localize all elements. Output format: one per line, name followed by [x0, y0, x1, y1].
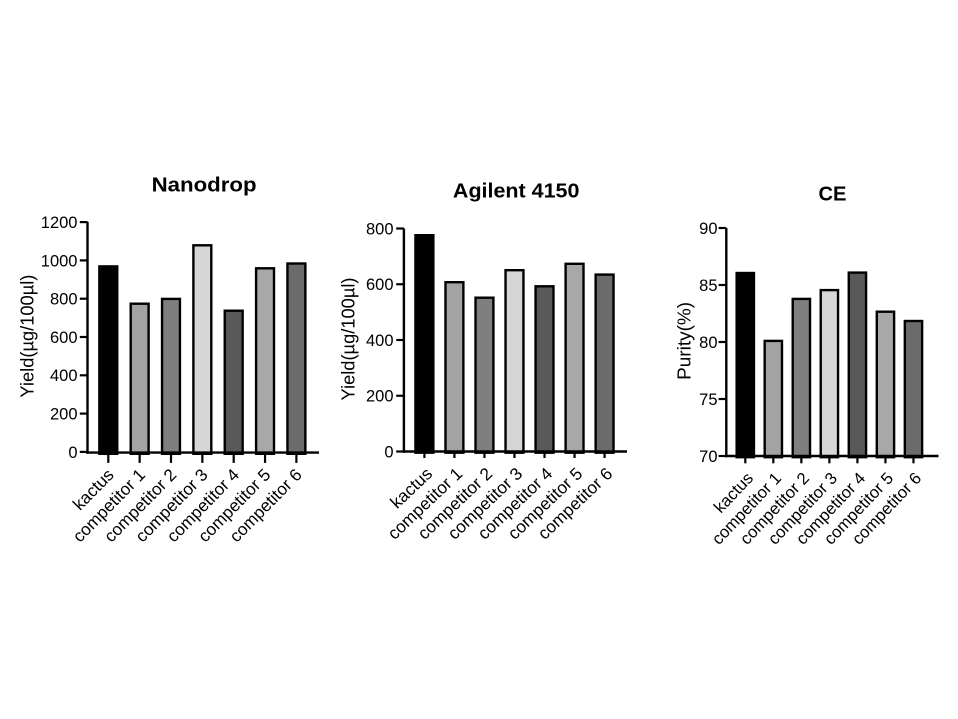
svg-text:Yield(µg/100µl): Yield(µg/100µl) [17, 275, 37, 398]
svg-text:85: 85 [699, 277, 717, 295]
svg-text:90: 90 [699, 220, 717, 238]
svg-text:70: 70 [699, 448, 717, 466]
svg-text:0: 0 [68, 444, 77, 462]
svg-text:Agilent 4150: Agilent 4150 [453, 181, 580, 203]
svg-text:1200: 1200 [41, 214, 78, 232]
svg-text:400: 400 [366, 332, 394, 350]
svg-text:400: 400 [50, 367, 78, 385]
svg-text:200: 200 [50, 406, 78, 424]
svg-text:800: 800 [50, 291, 78, 309]
svg-text:600: 600 [50, 329, 78, 347]
svg-text:Yield(µg/100µl): Yield(µg/100µl) [338, 278, 358, 401]
svg-text:75: 75 [699, 391, 717, 409]
svg-text:Purity(%): Purity(%) [674, 302, 694, 380]
svg-text:1000: 1000 [41, 252, 78, 270]
svg-text:200: 200 [366, 388, 394, 406]
svg-text:0: 0 [384, 443, 393, 461]
svg-text:CE: CE [819, 183, 847, 205]
svg-text:Nanodrop: Nanodrop [152, 175, 257, 197]
svg-text:600: 600 [366, 276, 394, 294]
svg-text:80: 80 [699, 334, 717, 352]
svg-text:800: 800 [366, 220, 394, 238]
